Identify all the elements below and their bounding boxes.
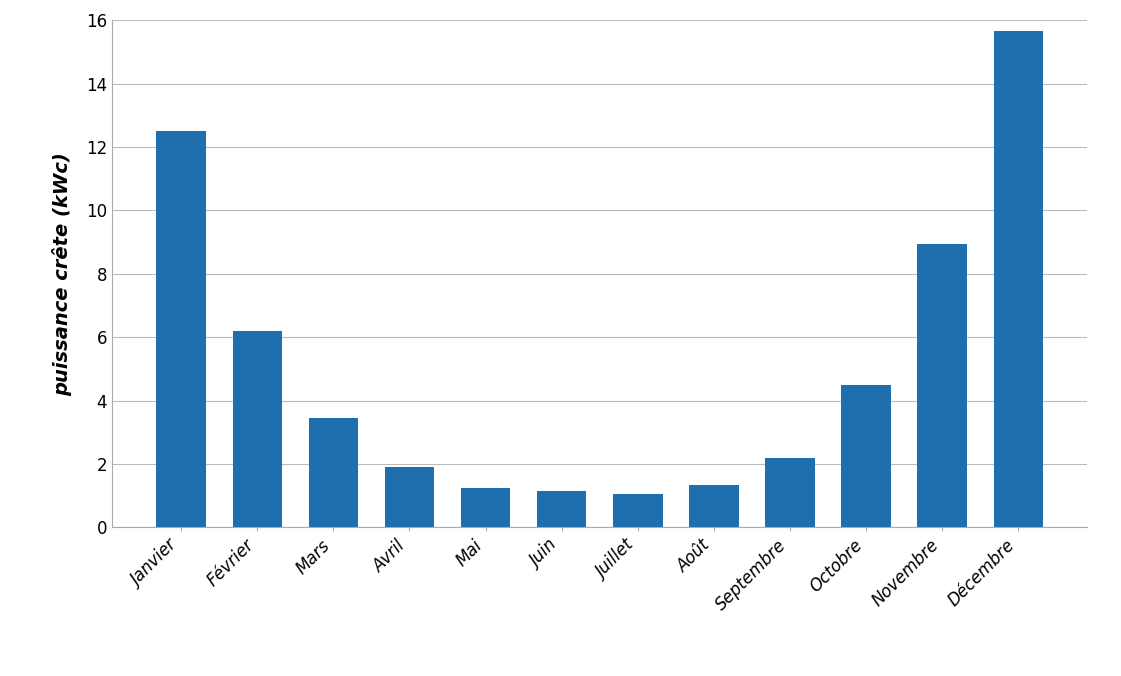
Y-axis label: puissance crête (kWc): puissance crête (kWc): [52, 152, 72, 395]
Bar: [537, 491, 586, 527]
Bar: [613, 494, 663, 527]
Bar: [308, 418, 358, 527]
Bar: [157, 131, 206, 527]
Bar: [842, 385, 891, 527]
Bar: [461, 487, 510, 527]
Bar: [689, 485, 739, 527]
Bar: [917, 243, 967, 527]
Bar: [993, 31, 1043, 527]
Bar: [766, 458, 815, 527]
Bar: [232, 331, 282, 527]
Bar: [385, 467, 434, 527]
